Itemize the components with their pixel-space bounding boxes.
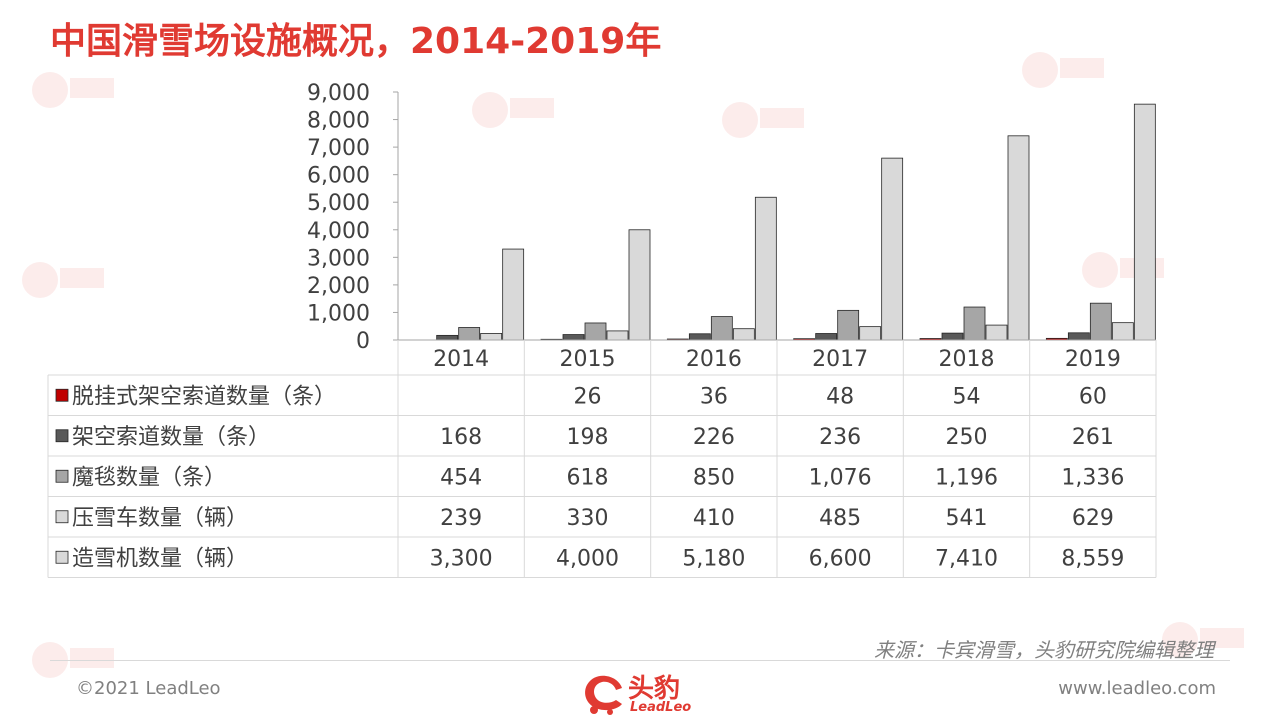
y-tick-label: 7,000 xyxy=(307,136,370,161)
leopard-logo-icon xyxy=(585,675,622,715)
data-label: 60 xyxy=(1079,384,1107,409)
bar-2016-series-3 xyxy=(710,316,733,341)
x-category-label: 2017 xyxy=(812,347,868,372)
data-label: 48 xyxy=(826,384,854,409)
bar-2015-series-3 xyxy=(584,322,607,341)
series-name: 压雪车数量（辆） xyxy=(72,506,248,531)
data-label: 485 xyxy=(819,506,861,531)
data-label: 1,196 xyxy=(935,465,998,490)
data-label: 239 xyxy=(440,506,482,531)
y-tick-label: 0 xyxy=(356,329,370,354)
footer-divider xyxy=(50,660,1230,661)
data-label: 330 xyxy=(567,506,609,531)
data-label: 198 xyxy=(567,425,609,450)
watermark-logo-icon xyxy=(32,72,114,108)
bar-2019-series-3 xyxy=(1089,302,1112,341)
y-tick-label: 4,000 xyxy=(307,219,370,244)
copyright-text: ©2021 LeadLeo xyxy=(76,678,221,699)
data-label: 54 xyxy=(953,384,981,409)
watermark-logo-icon xyxy=(22,262,104,298)
y-tick-label: 8,000 xyxy=(307,109,370,134)
bar-2017-series-3 xyxy=(837,309,860,341)
legend-key-series-4 xyxy=(55,510,69,524)
legend-key-series-1 xyxy=(55,388,69,402)
bar-2018-series-5 xyxy=(1007,135,1030,341)
bar-2015-series-2 xyxy=(562,334,585,341)
y-tick-label: 6,000 xyxy=(307,164,370,189)
bar-2019-series-2 xyxy=(1067,332,1090,341)
series-name: 架空索道数量（条） xyxy=(72,425,270,450)
watermark-logo-icon xyxy=(1162,622,1244,658)
source-note: 来源：卡宾滑雪，头豹研究院编辑整理 xyxy=(874,638,1214,662)
bar-2019-series-4 xyxy=(1111,322,1134,341)
bar-2018-series-3 xyxy=(963,306,986,341)
data-label: 236 xyxy=(819,425,861,450)
data-label: 629 xyxy=(1072,506,1114,531)
watermark-logo-icon xyxy=(722,102,804,138)
data-label: 261 xyxy=(1072,425,1114,450)
bar-2017-series-4 xyxy=(859,326,882,341)
bar-2018-series-4 xyxy=(985,324,1008,341)
bar-2015-series-5 xyxy=(628,229,651,341)
watermark-logo-icon xyxy=(1022,52,1104,88)
bar-2017-series-2 xyxy=(815,333,838,341)
bar-2017-series-5 xyxy=(881,157,904,341)
data-label: 618 xyxy=(567,465,609,490)
y-tick-label: 3,000 xyxy=(307,246,370,271)
y-tick-label: 9,000 xyxy=(307,81,370,106)
logo-name: 头豹 xyxy=(628,674,681,704)
legend-key-series-2 xyxy=(55,429,69,443)
x-category-label: 2014 xyxy=(433,347,489,372)
watermark-logo-icon xyxy=(472,92,554,128)
page-title: 中国滑雪场设施概况，2014-2019年 xyxy=(50,21,662,62)
data-label: 6,600 xyxy=(809,546,872,571)
bar-2014-series-5 xyxy=(502,248,525,341)
bar-2014-series-4 xyxy=(480,333,503,341)
data-label: 410 xyxy=(693,506,735,531)
bar-2018-series-2 xyxy=(941,332,964,341)
website-url: www.leadleo.com xyxy=(1058,678,1216,699)
data-label: 5,180 xyxy=(682,546,745,571)
bar-2015-series-4 xyxy=(606,330,629,341)
y-tick-label: 5,000 xyxy=(307,191,370,216)
legend-key-series-5 xyxy=(55,550,69,564)
x-category-label: 2015 xyxy=(560,347,616,372)
x-category-label: 2019 xyxy=(1065,347,1121,372)
x-category-label: 2018 xyxy=(939,347,995,372)
series-name: 魔毯数量（条） xyxy=(72,465,226,490)
bar-2019-series-5 xyxy=(1133,103,1156,341)
data-label: 850 xyxy=(693,465,735,490)
data-label: 541 xyxy=(946,506,988,531)
brand-logo: 头豹 LeadLeo xyxy=(580,664,710,720)
legend-key-series-3 xyxy=(55,469,69,483)
y-tick-label: 2,000 xyxy=(307,274,370,299)
data-label: 4,000 xyxy=(556,546,619,571)
data-label: 1,336 xyxy=(1061,465,1124,490)
bar-2016-series-2 xyxy=(688,333,711,341)
bar-2016-series-4 xyxy=(732,328,755,341)
data-label: 168 xyxy=(440,425,482,450)
data-label: 7,410 xyxy=(935,546,998,571)
data-label: 8,559 xyxy=(1061,546,1124,571)
data-label: 454 xyxy=(440,465,482,490)
logo-subtitle: LeadLeo xyxy=(630,700,692,715)
data-label: 3,300 xyxy=(430,546,493,571)
data-label: 250 xyxy=(946,425,988,450)
bar-2014-series-2 xyxy=(436,334,459,341)
x-category-label: 2016 xyxy=(686,347,742,372)
bar-2014-series-3 xyxy=(458,327,481,341)
series-name: 脱挂式架空索道数量（条） xyxy=(72,384,336,409)
data-label: 226 xyxy=(693,425,735,450)
data-label: 1,076 xyxy=(809,465,872,490)
series-name: 造雪机数量（辆） xyxy=(72,546,248,571)
y-tick-label: 1,000 xyxy=(307,301,370,326)
bar-2016-series-5 xyxy=(754,196,777,341)
data-label: 26 xyxy=(574,384,602,409)
data-label: 36 xyxy=(700,384,728,409)
